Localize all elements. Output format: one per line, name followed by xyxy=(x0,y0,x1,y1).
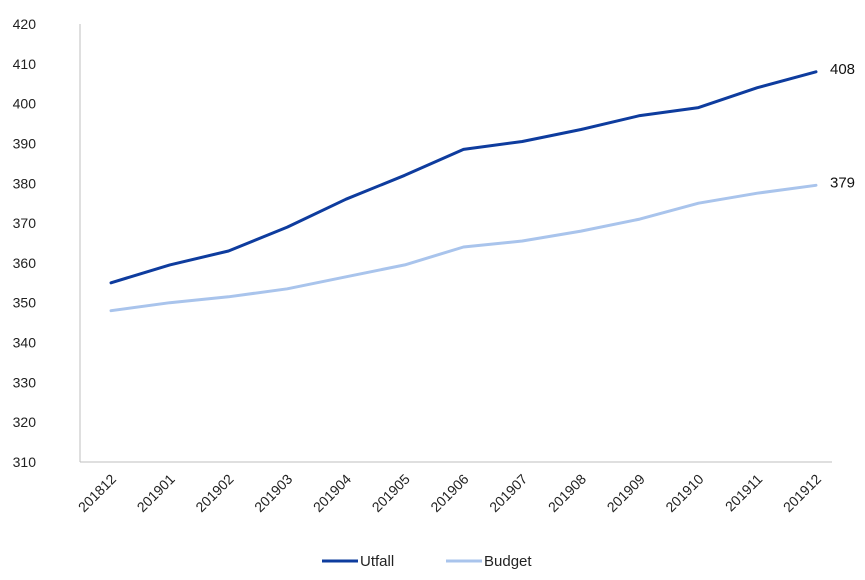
y-tick-label: 310 xyxy=(13,454,37,470)
y-tick-label: 380 xyxy=(13,175,37,191)
y-tick-label: 410 xyxy=(13,56,37,72)
end-label-utfall: 408 xyxy=(830,61,855,78)
y-tick-label: 360 xyxy=(13,255,37,271)
x-tick-label: 201911 xyxy=(722,471,766,515)
y-tick-label: 400 xyxy=(13,96,37,112)
x-tick-label: 201910 xyxy=(662,471,706,515)
x-tick-label: 201903 xyxy=(251,471,295,515)
x-tick-label: 201906 xyxy=(427,471,471,515)
x-tick-label: 201909 xyxy=(604,471,648,515)
x-tick-label: 201908 xyxy=(545,471,589,515)
legend-label-utfall: Utfall xyxy=(360,553,394,570)
x-tick-label: 201901 xyxy=(134,471,178,515)
y-tick-label: 350 xyxy=(13,295,37,311)
x-tick-label: 201905 xyxy=(369,471,413,515)
x-tick-label: 201907 xyxy=(486,471,530,515)
legend-label-budget: Budget xyxy=(484,553,532,570)
series-line-budget xyxy=(109,183,818,313)
y-tick-label: 390 xyxy=(13,135,37,151)
y-tick-label: 420 xyxy=(13,16,37,32)
y-tick-label: 320 xyxy=(13,414,37,430)
x-tick-label: 201912 xyxy=(780,471,824,515)
y-tick-label: 340 xyxy=(13,335,37,351)
y-tick-label: 330 xyxy=(13,374,37,390)
end-label-budget: 379 xyxy=(830,174,855,191)
x-tick-label: 201812 xyxy=(75,471,119,515)
series-line-utfall xyxy=(109,70,818,285)
x-tick-label: 201902 xyxy=(192,471,236,515)
x-tick-label: 201904 xyxy=(310,471,354,515)
y-tick-label: 370 xyxy=(13,215,37,231)
